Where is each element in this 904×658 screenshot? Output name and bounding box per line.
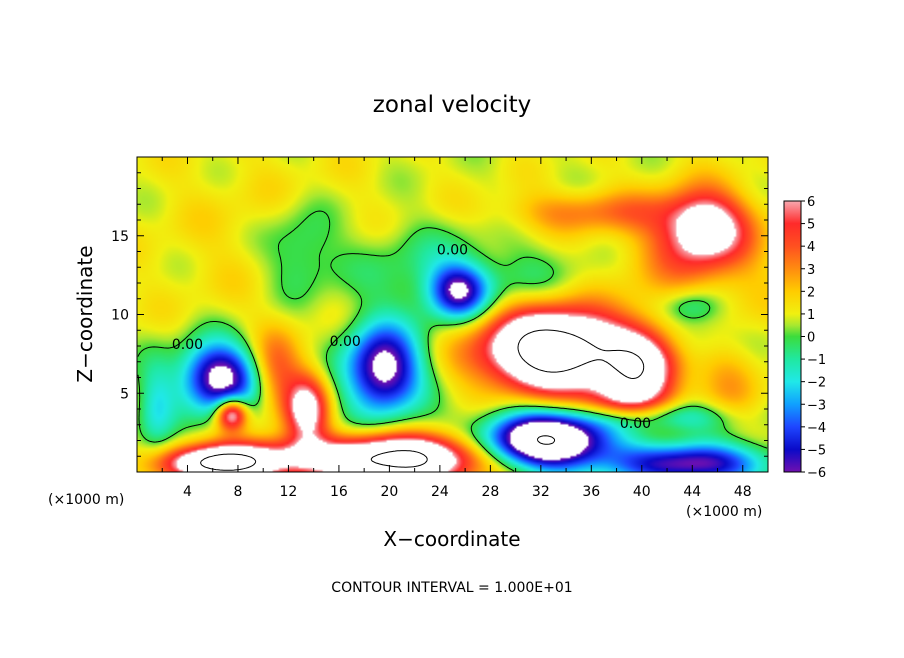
y-tick-label: 10 — [111, 308, 129, 324]
x-tick-label: 12 — [280, 484, 298, 500]
contour-line — [200, 329, 645, 471]
contour-labels: 0.00 0.00 0.00 0.00 — [172, 243, 651, 432]
colorbar-tick-label: −4 — [807, 421, 826, 436]
heatmap-field — [137, 157, 768, 472]
colorbar-tick-label: 4 — [807, 240, 815, 255]
x-tick-label: 32 — [532, 484, 550, 500]
colorbar-tick-label: −2 — [807, 376, 826, 391]
plot-area: 0.00 0.00 0.00 0.00 — [136, 156, 769, 473]
colorbar-tick-label: 2 — [807, 285, 815, 300]
x-axis: 4 8 12 16 20 24 28 32 36 40 44 48 — [161, 157, 752, 500]
y-tick-label: 5 — [120, 386, 129, 402]
contour-interval-note: CONTOUR INTERVAL = 1.000E+01 — [331, 580, 572, 596]
chart-title: zonal velocity — [373, 92, 531, 118]
x-tick-label: 48 — [734, 484, 752, 500]
x-tick-label: 20 — [380, 484, 398, 500]
x-tick-label: 44 — [683, 484, 701, 500]
contour-label: 0.00 — [620, 416, 651, 432]
colorbar-tick-label: 3 — [807, 263, 815, 278]
x-unit-label-right: (×1000 m) — [686, 504, 762, 520]
contour-label: 0.00 — [330, 334, 361, 350]
colorbar-tick-label: −1 — [807, 353, 826, 368]
colorbar: 6 5 4 3 2 1 0 −1 −2 −3 −4 −5 −6 — [783, 195, 826, 481]
colorbar-tick-label: −5 — [807, 443, 826, 458]
contour-label: 0.00 — [172, 337, 203, 353]
x-tick-label: 8 — [233, 484, 242, 500]
contour-label: 0.00 — [437, 243, 468, 259]
x-tick-label: 40 — [633, 484, 651, 500]
colorbar-tick-label: 6 — [807, 195, 815, 210]
colorbar-ticks: 6 5 4 3 2 1 0 −1 −2 −3 −4 −5 −6 — [801, 195, 826, 481]
x-tick-label: 16 — [330, 484, 348, 500]
y-axis: 5 10 15 — [111, 172, 768, 457]
x-tick-label: 28 — [481, 484, 499, 500]
colorbar-scale — [783, 200, 802, 473]
colorbar-tick-label: −3 — [807, 398, 826, 413]
contour-line — [137, 210, 768, 472]
x-axis-title: X−coordinate — [383, 527, 520, 551]
contour-lines — [137, 210, 768, 472]
x-tick-label: 24 — [431, 484, 449, 500]
y-axis-title: Z−coordinate — [73, 245, 97, 382]
x-tick-label: 36 — [582, 484, 600, 500]
x-unit-label-left: (×1000 m) — [48, 492, 124, 508]
colorbar-tick-label: −6 — [807, 466, 826, 481]
colorbar-tick-label: 1 — [807, 308, 815, 323]
x-tick-label: 4 — [183, 484, 192, 500]
contour-line — [536, 435, 556, 445]
y-tick-label: 15 — [111, 229, 129, 245]
colorbar-tick-label: 0 — [807, 331, 815, 346]
colorbar-tick-label: 5 — [807, 218, 815, 233]
